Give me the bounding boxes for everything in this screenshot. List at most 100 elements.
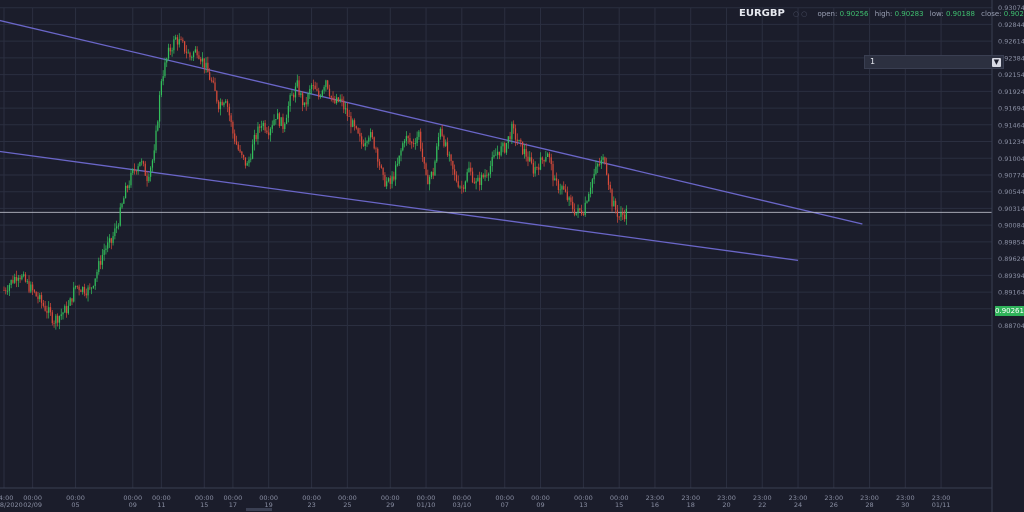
y-tick-label: 0.92614 <box>998 38 1024 46</box>
candle-body <box>434 161 436 176</box>
open-label: open: <box>817 10 838 18</box>
candle-body <box>613 200 615 207</box>
high-label: high: <box>874 10 893 18</box>
candle-body <box>130 172 132 186</box>
x-tick-time: 23:00 <box>646 494 665 502</box>
candle-body <box>428 177 431 185</box>
candle-body <box>391 176 393 184</box>
candle-body <box>132 169 134 173</box>
candle-body <box>309 88 311 94</box>
candle-body <box>269 128 272 136</box>
candle-body <box>554 178 556 181</box>
candle-body <box>201 58 204 62</box>
candle-body <box>409 138 411 143</box>
candle-body <box>142 161 145 164</box>
open-value: 0.90256 <box>839 10 869 18</box>
candle-body <box>602 157 604 160</box>
candle-body <box>278 113 281 126</box>
candle-body <box>176 37 179 45</box>
candle-body <box>78 286 80 291</box>
candle-body <box>180 39 182 41</box>
candle-body <box>60 314 62 317</box>
candle-body <box>260 126 263 128</box>
candle-body <box>234 133 236 142</box>
candle-body <box>339 98 341 102</box>
candle-body <box>167 47 170 59</box>
candle-body <box>293 94 295 98</box>
candle-body <box>67 305 70 314</box>
candle-body <box>337 97 340 102</box>
candle-body <box>321 90 323 97</box>
candle-body <box>271 125 273 129</box>
time-scroll-handle[interactable] <box>246 508 272 511</box>
candle-body <box>386 181 388 187</box>
candle-body <box>573 209 576 215</box>
candle-body <box>536 167 538 168</box>
x-tick-date: 09 <box>536 501 544 509</box>
candle-body <box>273 119 275 126</box>
candle-body <box>112 236 114 243</box>
candle-body <box>135 170 137 172</box>
x-tick-time: 00:00 <box>452 494 471 502</box>
x-tick-time: 23:00 <box>753 494 772 502</box>
candle-body <box>285 117 288 124</box>
candle-body <box>62 312 64 315</box>
x-tick-time: 00:00 <box>338 494 357 502</box>
x-tick-time: 23:00 <box>789 494 808 502</box>
candle-body <box>380 165 382 168</box>
candle-body <box>303 102 306 106</box>
candle-body <box>55 315 57 324</box>
candle-body <box>259 126 261 128</box>
candle-body <box>302 93 304 106</box>
candle-body <box>547 153 549 157</box>
candle-body <box>23 274 25 276</box>
x-tick-date: 13 <box>579 501 587 509</box>
candle-body <box>91 287 93 289</box>
x-tick-time: 23:00 <box>681 494 700 502</box>
candle-body <box>572 201 574 210</box>
candle-body <box>418 131 420 137</box>
candle-body <box>604 157 606 164</box>
candle-body <box>189 52 191 58</box>
candle-body <box>407 136 409 139</box>
candle-body <box>581 210 583 215</box>
candle-body <box>575 213 577 215</box>
y-tick-label: 0.90774 <box>998 171 1024 179</box>
candle-body <box>366 141 368 143</box>
candle-body <box>364 142 366 146</box>
x-tick-date: 29 <box>386 501 394 509</box>
candle-body <box>150 167 152 177</box>
candle-body <box>489 166 492 175</box>
candle-body <box>373 137 375 149</box>
candle-body <box>334 100 336 104</box>
x-tick-date: 16 <box>651 501 659 509</box>
candle-body <box>210 79 213 81</box>
candle-body <box>525 149 527 157</box>
x-tick-date: 07 <box>501 501 509 509</box>
candle-body <box>128 185 130 189</box>
x-tick-time: 00:00 <box>417 494 436 502</box>
trendline-lower <box>0 150 799 262</box>
candle-body <box>414 143 416 145</box>
x-tick-date: 28 <box>865 501 873 509</box>
interval-select[interactable]: 1 ▼ <box>864 55 1004 69</box>
chevron-down-icon[interactable]: ▼ <box>992 58 1001 67</box>
candle-body <box>173 39 175 51</box>
candle-body <box>291 94 293 96</box>
candle-body <box>362 144 365 146</box>
candle-body <box>39 295 41 300</box>
y-tick-label: 0.91464 <box>998 121 1024 129</box>
candle-body <box>98 261 100 272</box>
candle-body <box>341 98 343 101</box>
y-tick-label: 0.93074 <box>998 4 1024 12</box>
candle-body <box>182 39 184 42</box>
candle-body <box>14 276 16 283</box>
candle-body <box>477 177 479 182</box>
y-tick-label: 0.88704 <box>998 322 1024 330</box>
candle-body <box>28 281 30 292</box>
candle-body <box>396 163 399 166</box>
candle-body <box>450 154 452 161</box>
candle-body <box>462 187 465 189</box>
x-tick-time: 00:00 <box>23 494 42 502</box>
